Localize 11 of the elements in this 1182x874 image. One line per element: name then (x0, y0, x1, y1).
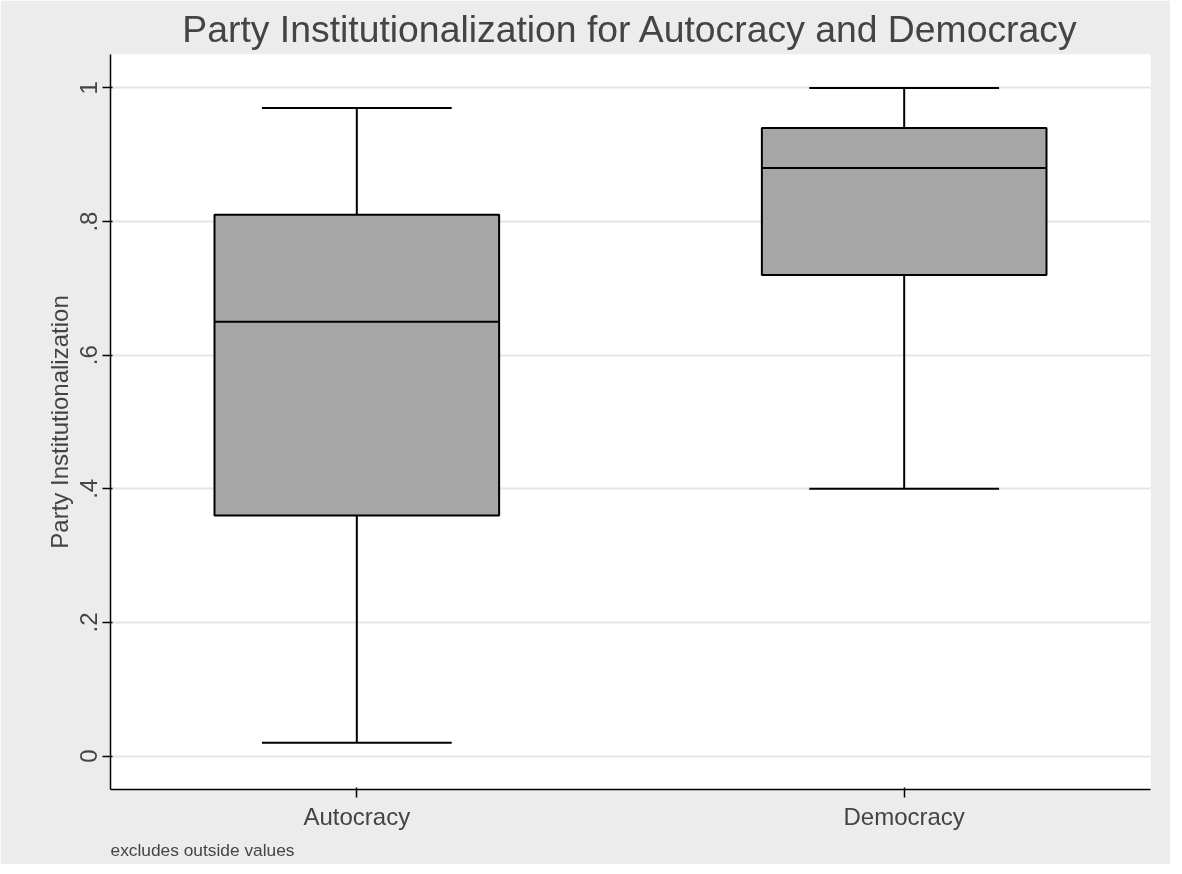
y-tick-label: .2 (75, 612, 103, 633)
text: excludes outside values (110, 839, 295, 860)
y-axis-title: Party Institutionalization (45, 295, 73, 549)
y-tick-label: .6 (75, 345, 103, 366)
y-tick-label: 1 (75, 81, 103, 95)
y-tick-label: .4 (75, 478, 103, 499)
chart-title: Party Institutionalization for Autocracy and Democracy (182, 7, 1077, 50)
x-tick-label: Autocracy (303, 802, 411, 830)
y-tick-label: 0 (75, 749, 103, 763)
x-tick-label: Democracy (843, 802, 965, 830)
y-tick-label: .8 (75, 211, 103, 232)
